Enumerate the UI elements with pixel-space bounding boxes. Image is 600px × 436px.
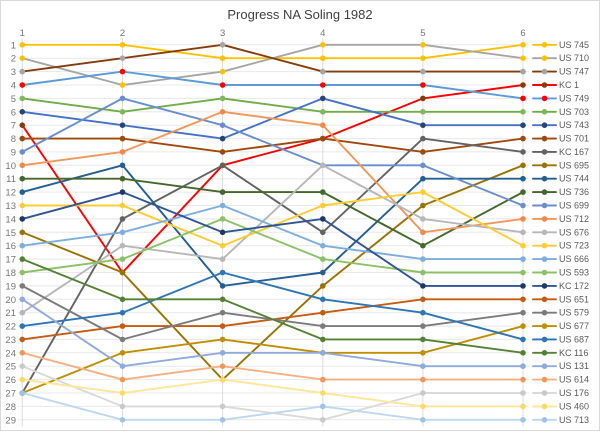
svg-text:5: 5 <box>11 94 16 105</box>
svg-text:24: 24 <box>5 348 16 359</box>
svg-text:9: 9 <box>11 147 16 158</box>
svg-text:27: 27 <box>5 389 16 400</box>
svg-text:US 703: US 703 <box>559 107 589 117</box>
svg-text:KC 167: KC 167 <box>559 147 589 157</box>
svg-text:US 131: US 131 <box>559 361 589 371</box>
svg-text:US 593: US 593 <box>559 268 589 278</box>
svg-text:14: 14 <box>5 214 16 225</box>
svg-text:8: 8 <box>11 134 16 145</box>
svg-text:US 747: US 747 <box>559 67 589 77</box>
svg-text:23: 23 <box>5 335 16 346</box>
svg-text:US 745: US 745 <box>559 40 589 50</box>
svg-text:15: 15 <box>5 228 16 239</box>
svg-text:US 460: US 460 <box>559 401 589 411</box>
svg-text:US 723: US 723 <box>559 241 589 251</box>
svg-text:US 713: US 713 <box>559 415 589 425</box>
svg-text:US 614: US 614 <box>559 375 589 385</box>
svg-text:16: 16 <box>5 241 16 252</box>
svg-text:US 676: US 676 <box>559 227 589 237</box>
svg-text:US 749: US 749 <box>559 93 589 103</box>
svg-text:25: 25 <box>5 362 16 373</box>
svg-text:US 736: US 736 <box>559 187 589 197</box>
svg-text:US 710: US 710 <box>559 53 589 63</box>
svg-text:KC 172: KC 172 <box>559 281 589 291</box>
svg-text:22: 22 <box>5 322 16 333</box>
svg-text:US 743: US 743 <box>559 120 589 130</box>
svg-text:US 176: US 176 <box>559 388 589 398</box>
svg-text:4: 4 <box>11 81 16 92</box>
svg-text:12: 12 <box>5 188 16 199</box>
svg-text:6: 6 <box>11 107 16 118</box>
svg-text:3: 3 <box>220 28 225 39</box>
svg-text:1: 1 <box>11 40 16 51</box>
svg-text:28: 28 <box>5 402 16 413</box>
svg-text:4: 4 <box>320 28 325 39</box>
svg-text:2: 2 <box>120 28 125 39</box>
svg-text:20: 20 <box>5 295 16 306</box>
svg-text:US 712: US 712 <box>559 214 589 224</box>
svg-text:Progress NA Soling 1982: Progress NA Soling 1982 <box>227 7 372 22</box>
svg-text:US 651: US 651 <box>559 294 589 304</box>
svg-text:US 699: US 699 <box>559 201 589 211</box>
svg-text:1: 1 <box>20 28 25 39</box>
svg-text:US 687: US 687 <box>559 334 589 344</box>
svg-text:US 695: US 695 <box>559 160 589 170</box>
svg-text:10: 10 <box>5 161 16 172</box>
svg-text:6: 6 <box>520 28 525 39</box>
svg-text:11: 11 <box>6 174 16 185</box>
svg-text:US 666: US 666 <box>559 254 589 264</box>
svg-text:17: 17 <box>5 255 16 266</box>
svg-text:7: 7 <box>11 121 16 132</box>
svg-text:3: 3 <box>11 67 16 78</box>
svg-text:US 579: US 579 <box>559 308 589 318</box>
svg-text:KC 116: KC 116 <box>559 348 588 358</box>
svg-text:21: 21 <box>5 308 16 319</box>
svg-text:2: 2 <box>11 54 16 65</box>
svg-text:5: 5 <box>420 28 425 39</box>
svg-text:US 744: US 744 <box>559 174 589 184</box>
svg-text:US 701: US 701 <box>559 134 589 144</box>
svg-text:US 677: US 677 <box>559 321 589 331</box>
svg-text:19: 19 <box>5 281 16 292</box>
svg-text:18: 18 <box>5 268 16 279</box>
svg-text:KC 1: KC 1 <box>559 80 579 90</box>
svg-text:26: 26 <box>5 375 16 386</box>
svg-text:29: 29 <box>5 415 16 426</box>
svg-text:13: 13 <box>5 201 16 212</box>
